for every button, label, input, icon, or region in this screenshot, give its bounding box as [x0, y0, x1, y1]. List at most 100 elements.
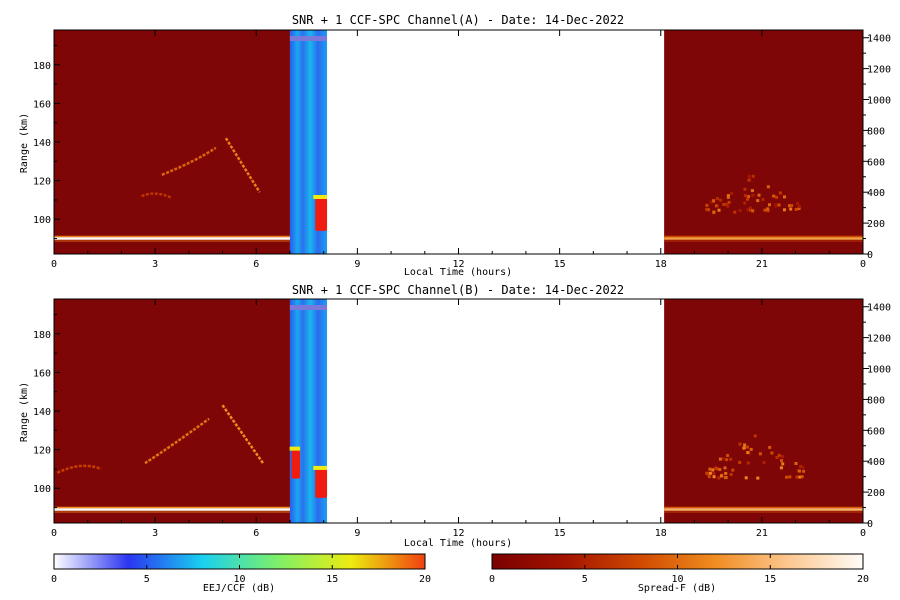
echo-patch	[738, 442, 742, 446]
colorbar-tick-label: 0	[51, 574, 57, 585]
panel-b-ylabel: Range (km)	[19, 382, 30, 442]
echo-patch	[711, 468, 715, 472]
echo-patch	[706, 472, 710, 476]
y-tick-label: 120	[33, 177, 51, 188]
colorbar-spread-f-label: Spread-F (dB)	[638, 583, 716, 594]
y2-tick-label: 800	[867, 395, 885, 406]
echo-patch	[766, 185, 770, 189]
echo-patch	[723, 476, 727, 480]
echo-patch	[718, 457, 722, 461]
y2-tick-label: 1400	[867, 34, 891, 45]
x-tick-label: 9	[354, 259, 360, 270]
echo-patch	[750, 189, 754, 193]
echo-patch	[783, 208, 786, 212]
colorbar-spread-f: 0 5 10 15 20 Spread-F (dB)	[489, 553, 869, 594]
echo-patch	[774, 204, 778, 208]
echo-patch	[749, 447, 753, 451]
echo-patch	[714, 466, 718, 470]
panel-a-xlabel: Local Time (hours)	[404, 267, 512, 278]
x-tick-label: 9	[354, 528, 360, 539]
x-tick-label: 12	[452, 528, 464, 539]
echo-patch	[708, 471, 712, 475]
echo-patch	[761, 197, 765, 201]
echo-patch	[746, 208, 750, 212]
y2-tick-label: 600	[867, 426, 885, 437]
y2-tick-label: 1200	[867, 334, 891, 345]
echo-patch	[743, 443, 747, 447]
x-tick-label: 0	[51, 528, 57, 539]
echo-patch	[721, 457, 725, 461]
echo-patch	[753, 434, 757, 438]
echo-patch	[774, 203, 778, 207]
echo-patch	[772, 194, 776, 198]
echo-arc	[141, 192, 173, 200]
echo-patch	[738, 209, 742, 213]
echo-patch	[795, 475, 799, 479]
echo-patch	[725, 458, 729, 462]
eej-echo-edge	[313, 465, 328, 470]
echo-patch	[751, 193, 755, 197]
echo-patch	[747, 195, 751, 199]
echo-patch	[780, 459, 783, 463]
echo-patch	[781, 462, 785, 466]
echo-patch	[775, 455, 779, 459]
eej-strong-echo	[291, 449, 301, 479]
panel-a-title: SNR + 1 CCF-SPC Channel(A) - Date: 14-De…	[292, 13, 624, 27]
echo-patch	[756, 199, 760, 203]
echo-patch	[716, 467, 719, 471]
colorbar-tick-label: 20	[857, 574, 869, 585]
panel-b-title: SNR + 1 CCF-SPC Channel(B) - Date: 14-De…	[292, 283, 624, 297]
echo-arc	[161, 146, 217, 176]
echo-patch	[715, 197, 719, 201]
echo-patch	[719, 474, 723, 478]
colorbar-tick-label: 5	[582, 574, 588, 585]
y-tick-label: 140	[33, 407, 51, 418]
echo-patch	[717, 208, 721, 212]
echo-patch	[743, 194, 747, 198]
y2-tick-label: 400	[867, 188, 885, 199]
x-tick-label: 0	[51, 259, 57, 270]
echo-patch	[770, 451, 774, 455]
y-tick-label: 160	[33, 99, 51, 110]
eej-top-band	[289, 305, 328, 310]
y2-tick-label: 1400	[867, 303, 891, 314]
panel-a: SNR + 1 CCF-SPC Channel(A) - Date: 14-De…	[19, 13, 891, 278]
eej-strong-echo	[315, 468, 328, 498]
y-tick-label: 100	[33, 215, 51, 226]
echo-patch	[743, 187, 747, 191]
echo-patch	[783, 195, 786, 199]
eej-top-band	[289, 36, 328, 41]
panel-a-plot-area: 0 3 6 9 12 15 18 21 0 100 120 140 160 180 0 200 400 600 80…	[33, 29, 891, 270]
echo-patch	[724, 202, 728, 206]
echo-patch	[794, 462, 798, 465]
echo-patch	[768, 445, 772, 449]
colorbar-tick-label: 10	[233, 574, 245, 585]
y-tick-label: 100	[33, 484, 51, 495]
y2-tick-label: 200	[867, 488, 885, 499]
echo-patch	[790, 204, 794, 207]
echo-patch	[746, 197, 750, 201]
echo-patch	[777, 453, 781, 457]
echo-patch	[746, 461, 750, 465]
echo-patch	[757, 193, 761, 197]
echo-patch	[730, 191, 734, 195]
echo-patch	[742, 446, 746, 450]
echo-patch	[712, 471, 716, 475]
echo-patch	[731, 468, 735, 472]
echo-arc	[224, 137, 261, 193]
echo-patch	[712, 475, 716, 479]
echo-patch	[758, 452, 762, 456]
echo-patch	[705, 203, 709, 207]
y-tick-label: 120	[33, 446, 51, 457]
echo-patch	[798, 475, 802, 479]
echo-patch	[785, 475, 789, 479]
echo-patch	[706, 208, 710, 212]
x-tick-label: 15	[554, 528, 566, 539]
echo-patch	[763, 208, 767, 212]
echo-patch	[747, 178, 751, 182]
echo-patch	[800, 475, 804, 479]
echo-patch	[714, 204, 718, 208]
echo-arc	[221, 404, 265, 464]
echo-arc	[144, 417, 210, 465]
echo-patch	[788, 475, 792, 479]
